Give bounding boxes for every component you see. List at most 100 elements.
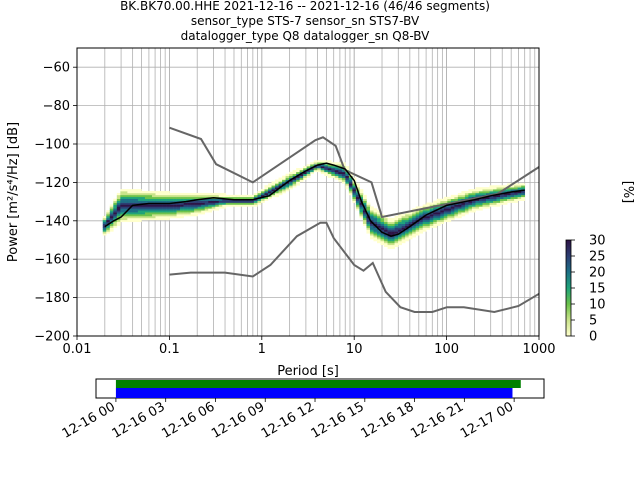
density-cell (489, 192, 494, 196)
density-cell (278, 192, 283, 196)
density-cell (450, 200, 455, 203)
density-cell (419, 219, 424, 223)
density-cell (134, 194, 139, 198)
density-cell (130, 216, 135, 219)
density-cell (229, 204, 234, 207)
density-cell (180, 198, 184, 201)
density-cell (162, 208, 167, 211)
density-cell (137, 219, 142, 223)
density-cell (405, 239, 409, 242)
density-cell (116, 223, 121, 226)
density-cell (285, 177, 290, 180)
density-cell (173, 210, 177, 213)
density-cell (348, 189, 353, 192)
density-cell (187, 196, 191, 200)
density-cell (433, 206, 438, 209)
density-cell (415, 210, 420, 213)
density-cell (159, 206, 163, 209)
x-tick-label: 0.1 (159, 342, 180, 357)
density-cell (394, 217, 399, 221)
density-cell (461, 210, 466, 213)
density-cell (461, 214, 466, 217)
density-cell (503, 192, 508, 196)
density-cell (222, 198, 227, 201)
density-cell (232, 196, 237, 200)
density-cell (317, 162, 322, 165)
density-cell (317, 168, 322, 171)
density-cell (109, 214, 114, 217)
density-cell (408, 233, 413, 236)
density-cell (127, 194, 132, 198)
density-cell (306, 169, 311, 173)
density-cell (496, 194, 501, 198)
density-cell (109, 208, 114, 211)
density-cell (176, 214, 181, 217)
density-cell (151, 194, 156, 198)
density-cell (362, 219, 367, 223)
density-cell (215, 200, 220, 203)
density-cell (151, 200, 156, 203)
density-cell (398, 237, 402, 240)
density-cell (436, 210, 441, 213)
density-cell (148, 216, 153, 219)
density-cell (253, 202, 258, 205)
density-cell (429, 212, 434, 215)
density-cell (215, 204, 220, 207)
density-cell (310, 168, 315, 171)
density-cell (475, 204, 480, 207)
density-cell (120, 206, 125, 209)
density-cell (359, 210, 364, 213)
density-cell (334, 166, 339, 169)
density-cell (102, 225, 107, 228)
x-axis-ticks: 0.01 0.1 1 10 100 1000 (63, 336, 556, 357)
density-cell (334, 164, 339, 167)
density-cell (436, 202, 441, 205)
density-cell (422, 219, 427, 223)
density-cell (218, 192, 223, 196)
density-cell (464, 212, 469, 215)
density-cell (341, 177, 346, 180)
density-cell (229, 196, 234, 200)
y-tick-label: −100 (34, 138, 70, 153)
density-cell (141, 212, 146, 215)
density-cell (106, 216, 111, 219)
density-cell (503, 194, 508, 198)
density-cell (468, 208, 473, 211)
density-cell (405, 237, 409, 240)
density-cell (521, 183, 525, 186)
density-cell (116, 210, 121, 213)
density-cell (130, 189, 135, 192)
density-cell (127, 212, 132, 215)
density-cell (401, 231, 406, 234)
density-cell (341, 175, 346, 178)
density-cell (201, 204, 206, 207)
density-cell (204, 194, 209, 198)
density-cell (493, 185, 497, 188)
density-cell (201, 202, 206, 205)
density-cell (489, 191, 494, 194)
density-cell (391, 221, 395, 224)
density-cell (478, 204, 483, 207)
density-cell (211, 192, 216, 196)
density-cell (341, 162, 346, 165)
density-cell (398, 223, 402, 226)
density-cell (366, 229, 371, 232)
density-cell (141, 198, 146, 201)
density-cell (380, 219, 385, 223)
density-cell (468, 204, 473, 207)
density-cell (313, 160, 318, 163)
density-cell (510, 196, 515, 200)
density-cell (197, 208, 202, 211)
density-cell (116, 219, 121, 223)
density-cell (334, 177, 339, 180)
density-cell (194, 200, 198, 203)
density-cell (127, 216, 132, 219)
density-cell (440, 208, 445, 211)
density-cell (113, 216, 118, 219)
density-cell (377, 214, 381, 217)
density-cell (507, 192, 511, 196)
density-cell (436, 200, 441, 203)
density-cell (303, 166, 307, 169)
density-cell (320, 164, 325, 167)
density-cell (345, 185, 350, 188)
